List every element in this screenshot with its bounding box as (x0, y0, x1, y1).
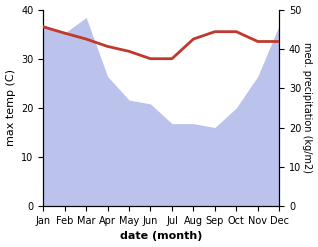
X-axis label: date (month): date (month) (120, 231, 203, 242)
Y-axis label: med. precipitation (kg/m2): med. precipitation (kg/m2) (302, 42, 313, 173)
Y-axis label: max temp (C): max temp (C) (5, 69, 16, 146)
